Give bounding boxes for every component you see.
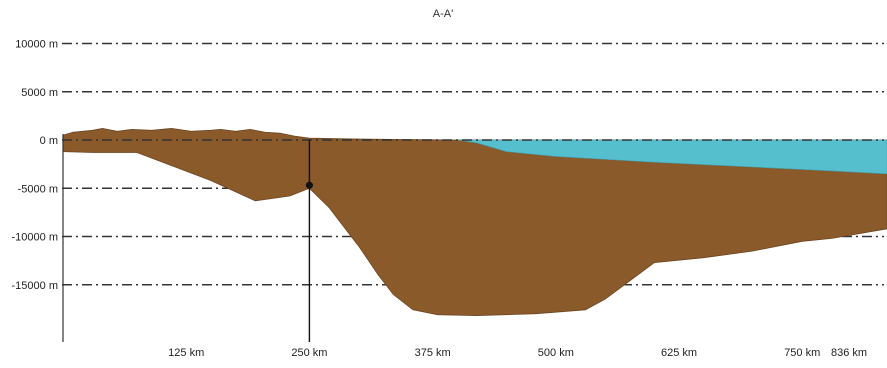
profile-overlays: [62, 134, 884, 342]
x-tick-label: 836 km: [831, 347, 867, 359]
x-tick-label: 750 km: [784, 347, 820, 359]
water-body: [457, 139, 887, 175]
axis-labels: 10000 m 5000 m 0 m -5000 m -10000 m -15000 m 1…: [12, 39, 868, 360]
x-tick-label: 625 km: [661, 347, 697, 359]
y-tick-label: 10000 m: [15, 39, 58, 51]
y-tick-label: -5000 m: [18, 183, 58, 195]
x-tick-label: 250 km: [291, 347, 327, 359]
sediment-body: [62, 127, 887, 317]
y-tick-label: 0 m: [40, 135, 58, 147]
x-tick-label: 375 km: [415, 347, 451, 359]
x-tick-label: 125 km: [168, 347, 204, 359]
diagram-title: A-A': [433, 8, 453, 20]
y-tick-label: -10000 m: [12, 232, 58, 244]
borehole-marker: [305, 181, 314, 189]
y-tick-label: 5000 m: [21, 87, 58, 99]
x-tick-label: 500 km: [538, 347, 574, 359]
profile-fills: [62, 127, 887, 317]
y-tick-label: -15000 m: [12, 280, 58, 292]
